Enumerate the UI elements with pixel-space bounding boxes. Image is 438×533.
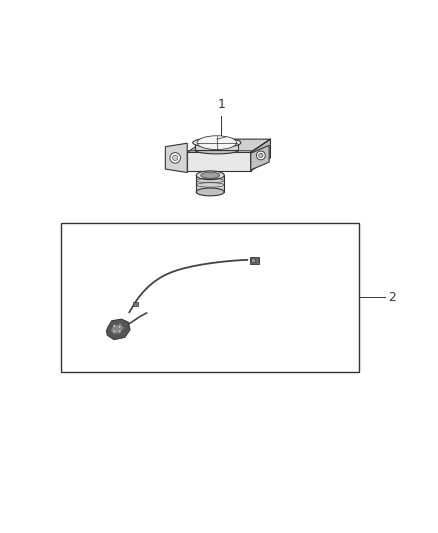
Ellipse shape: [193, 138, 241, 148]
Circle shape: [118, 326, 121, 328]
Polygon shape: [251, 146, 269, 170]
Circle shape: [170, 152, 180, 163]
Text: 1: 1: [217, 98, 225, 111]
Ellipse shape: [196, 188, 224, 196]
Circle shape: [113, 330, 116, 333]
Ellipse shape: [195, 146, 238, 154]
Circle shape: [118, 330, 121, 333]
Polygon shape: [187, 152, 251, 171]
Polygon shape: [195, 143, 238, 150]
Polygon shape: [250, 257, 259, 264]
Polygon shape: [187, 139, 271, 152]
Text: 2: 2: [388, 290, 396, 304]
Circle shape: [173, 155, 178, 160]
Circle shape: [251, 259, 256, 263]
Polygon shape: [166, 143, 187, 173]
Circle shape: [113, 325, 116, 327]
Circle shape: [259, 154, 263, 158]
Polygon shape: [133, 302, 138, 306]
Polygon shape: [111, 324, 124, 334]
Polygon shape: [106, 319, 130, 340]
Polygon shape: [251, 139, 271, 171]
Ellipse shape: [196, 171, 224, 180]
Ellipse shape: [197, 136, 237, 150]
Circle shape: [257, 151, 265, 160]
Ellipse shape: [201, 172, 220, 179]
Polygon shape: [196, 175, 224, 192]
